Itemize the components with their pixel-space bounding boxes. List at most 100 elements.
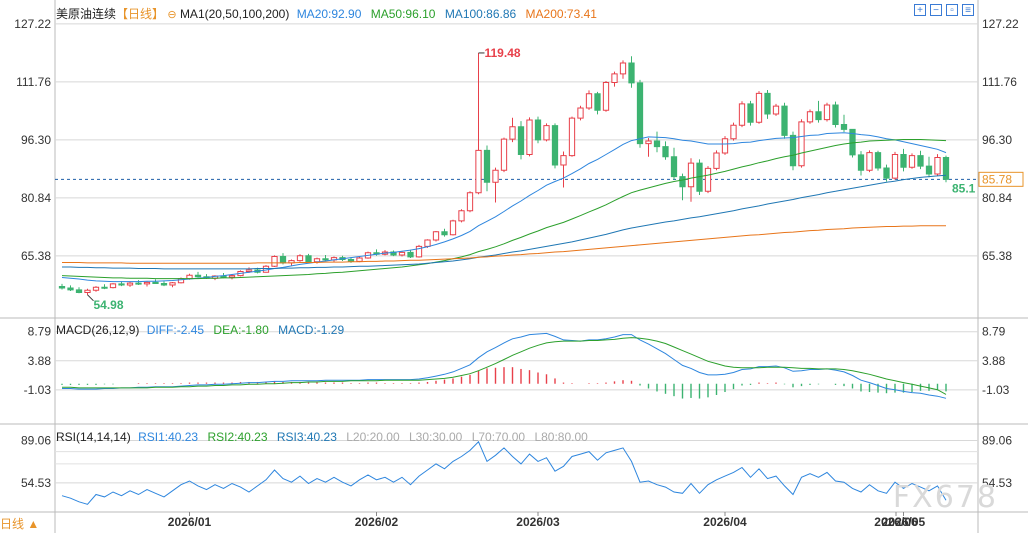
period-label[interactable]: 【日线】 — [116, 7, 165, 21]
candle-body — [857, 154, 865, 171]
candle-body — [713, 152, 720, 169]
candle-body — [441, 231, 448, 236]
candle-body — [602, 82, 610, 111]
candle-body — [432, 231, 440, 241]
low-marker — [87, 294, 94, 302]
candle-body — [789, 134, 797, 167]
candle-body — [747, 103, 754, 123]
ma100-label: MA100:86.86 — [444, 7, 517, 21]
candle-body — [679, 176, 686, 188]
candle-body — [466, 192, 474, 212]
zoom-out-button[interactable]: − — [930, 4, 942, 16]
rsi-line — [61, 440, 947, 505]
candle-body — [534, 119, 542, 141]
candle-body — [917, 155, 924, 167]
candle-body — [135, 282, 142, 285]
ma-params-label[interactable]: MA1(20,50,100,200) — [179, 7, 290, 21]
candle-body — [849, 128, 856, 156]
ma-line-ma50 — [61, 139, 947, 280]
rsi-axis-tick-right: 54.53 — [982, 476, 1012, 490]
candle-body — [517, 126, 525, 155]
x-axis-tick-label: 2026/05 — [882, 515, 926, 529]
candle-body — [687, 162, 695, 188]
candle-body — [704, 167, 712, 192]
l30-label: L30:30.00 — [408, 430, 463, 444]
zoom-in-button[interactable]: + — [914, 4, 926, 16]
watermark: FX678 — [892, 480, 998, 515]
candle-body — [75, 289, 83, 293]
macd-axis-tick-left: 8.79 — [28, 325, 52, 339]
candle-body — [900, 154, 907, 168]
candle-body — [764, 92, 771, 115]
price-axis-tick-left: 96.30 — [21, 133, 51, 147]
ma-line-ma100 — [62, 174, 947, 270]
price-axis-tick-right: 80.84 — [982, 191, 1012, 205]
candle-body — [500, 138, 508, 171]
symbol-name[interactable]: 美原油连续 — [56, 7, 117, 21]
candle-body — [109, 283, 117, 289]
macd-line-dea — [62, 337, 947, 395]
diff-label: DIFF:-2.45 — [146, 323, 205, 337]
candle-body — [305, 255, 312, 263]
candle-body — [92, 286, 100, 291]
period-toggle[interactable]: 日线 ▲ — [0, 517, 40, 531]
candle-body — [407, 251, 414, 258]
dea-label: DEA:-1.80 — [213, 323, 269, 337]
last-price-label: 85.78 — [982, 172, 1012, 186]
candle-body — [806, 111, 814, 123]
candle-body — [271, 256, 278, 267]
candle-body — [424, 239, 431, 247]
candle-body — [755, 92, 763, 123]
candle-body — [874, 152, 882, 169]
candle-body — [126, 282, 134, 286]
x-axis-tick-label: 2026/03 — [516, 515, 560, 529]
rsi-axis-tick-left: 54.53 — [21, 476, 51, 490]
x-axis-tick-label: 2026/02 — [355, 515, 399, 529]
ma-line-ma200 — [62, 225, 946, 264]
candle-body — [152, 281, 159, 284]
x-axis-tick-label: 2026/01 — [168, 515, 212, 529]
candle-body — [67, 287, 74, 291]
candle-body — [670, 156, 678, 178]
candle-body — [730, 124, 737, 140]
candle-body — [611, 73, 618, 83]
candle-body — [891, 154, 899, 179]
settings-icon[interactable]: ⊖ — [167, 9, 177, 21]
low-price-label: 54.98 — [94, 298, 124, 312]
high-price-label: 119.48 — [485, 46, 521, 60]
menu-button[interactable]: ≡ — [962, 4, 974, 16]
candle-body — [194, 274, 202, 278]
candle-body — [645, 140, 652, 145]
ma200-label: MA200:73.41 — [525, 7, 597, 21]
candle-body — [772, 105, 780, 115]
macd-line-diff — [62, 332, 947, 399]
last-price-box — [978, 171, 1024, 187]
candle-body — [653, 140, 661, 148]
rsi2-label: RSI2:40.23 — [207, 430, 268, 444]
candle-body — [458, 210, 465, 222]
ma20-label: MA20:92.90 — [296, 7, 362, 21]
candle-body — [58, 286, 66, 289]
fit-view-button[interactable]: ▫ — [946, 4, 958, 16]
candle-body — [551, 125, 559, 166]
candle-body — [279, 256, 287, 264]
candle-body — [636, 82, 644, 145]
candle-body — [577, 107, 584, 119]
macd-header: MACD(26,12,9) DIFF:-2.45 DEA:-1.80 MACD:… — [56, 323, 344, 337]
candle-body — [721, 138, 729, 154]
candle-body — [908, 155, 916, 168]
rsi-axis-tick-left: 89.06 — [21, 434, 51, 448]
candle-body — [568, 117, 576, 157]
rsi-label[interactable]: RSI(14,14,14) — [56, 430, 131, 444]
candle-body — [313, 258, 321, 263]
candle-body — [832, 104, 839, 125]
chart-header: 美原油连续【日线】 ⊖ MA1(20,50,100,200) MA20:92.9… — [56, 5, 597, 22]
candle-body — [228, 275, 236, 278]
price-axis-tick-left: 80.84 — [21, 191, 51, 205]
candle-body — [509, 126, 516, 140]
macd-axis-tick-right: -1.03 — [982, 383, 1010, 397]
candle-body — [585, 93, 593, 109]
price-axis-tick-right: 111.76 — [982, 75, 1017, 89]
macd-label[interactable]: MACD(26,12,9) — [56, 323, 140, 337]
